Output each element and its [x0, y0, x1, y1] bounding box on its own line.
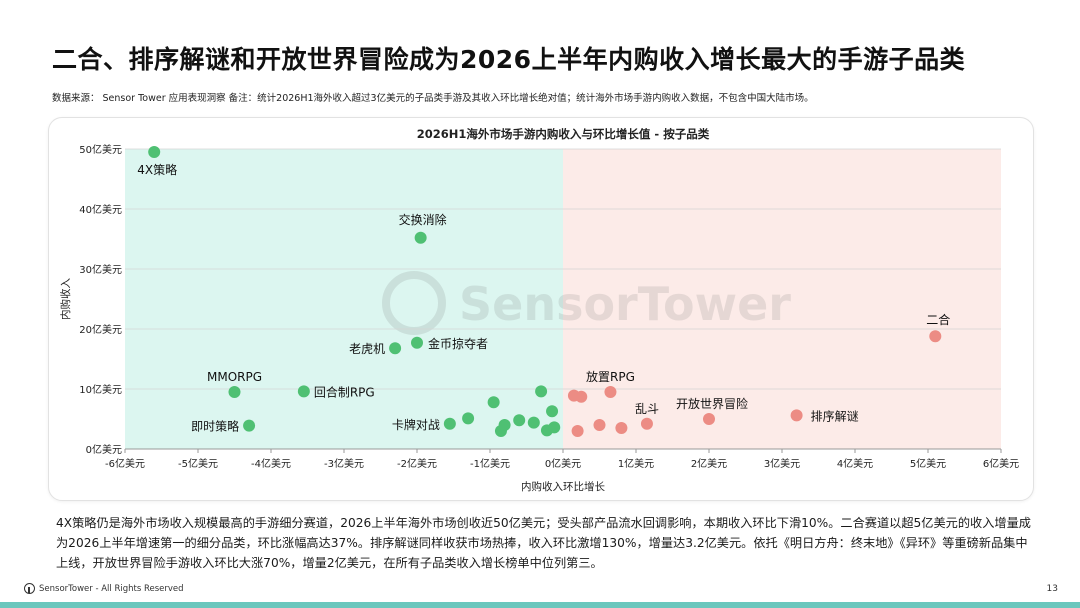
data-point — [443, 417, 456, 430]
x-tick-label: -6亿美元 — [105, 457, 145, 470]
bottom-accent-bar — [0, 602, 1080, 608]
data-label: 交换消除 — [399, 212, 447, 227]
data-point — [389, 342, 402, 355]
data-point — [615, 422, 628, 434]
data-label: 乱斗 — [635, 402, 659, 416]
x-tick-label: -1亿美元 — [470, 457, 510, 470]
x-tick-label: 4亿美元 — [837, 457, 873, 470]
data-point — [593, 419, 606, 431]
data-label: 4X策略 — [137, 162, 177, 177]
data-point — [487, 396, 500, 409]
x-axis-label: 内购收入环比增长 — [521, 480, 605, 493]
x-tick-label: -2亿美元 — [397, 457, 437, 470]
y-tick-label: 10亿美元 — [79, 383, 122, 396]
chart-title: 2026H1海外市场手游内购收入与环比增长值 - 按子品类 — [417, 127, 710, 141]
summary-text: 4X策略仍是海外市场收入规模最高的手游细分赛道，2026上半年海外市场创收近50… — [56, 516, 1031, 570]
positive-growth-region — [563, 149, 1001, 449]
data-point — [527, 416, 540, 429]
data-point — [148, 146, 161, 158]
data-label: 卡牌对战 — [392, 418, 440, 432]
data-label: 开放世界冒险 — [676, 396, 748, 411]
data-label: 放置RPG — [586, 369, 635, 384]
data-label: 即时策略 — [191, 419, 239, 434]
x-tick-label: -3亿美元 — [324, 457, 364, 470]
data-point — [243, 419, 256, 432]
page-title: 二合、排序解谜和开放世界冒险成为2026上半年内购收入增长最大的手游子品类 — [52, 45, 966, 74]
x-tick-label: -4亿美元 — [251, 457, 291, 470]
data-point — [571, 425, 584, 437]
data-label: MMORPG — [207, 370, 262, 384]
data-label: 排序解谜 — [811, 408, 859, 423]
watermark-logo-icon — [382, 271, 446, 335]
x-tick-label: 1亿美元 — [618, 457, 654, 470]
data-point — [297, 385, 310, 398]
data-label: 金币掠夺者 — [428, 336, 488, 351]
data-point — [604, 386, 617, 398]
data-point — [546, 405, 559, 418]
data-point — [411, 336, 423, 349]
watermark: SensorTower — [382, 271, 791, 335]
data-label: 二合 — [926, 312, 950, 327]
footer-brand: SensorTower - All Rights Reserved — [24, 583, 184, 594]
y-tick-label: 50亿美元 — [79, 143, 122, 156]
data-point — [640, 417, 653, 430]
data-point — [575, 390, 588, 403]
data-point — [498, 419, 511, 431]
data-point — [228, 386, 241, 398]
y-tick-label: 40亿美元 — [79, 203, 122, 216]
x-tick-label: 6亿美元 — [983, 457, 1019, 470]
y-tick-label: 0亿美元 — [86, 443, 122, 456]
page-number: 13 — [1046, 584, 1058, 594]
footer-brand-text: SensorTower - All Rights Reserved — [39, 583, 184, 594]
chart-card: SensorTower 0亿美元 10亿美元 20亿美元 30亿美元 40亿美元 50亿美元… — [48, 117, 1034, 501]
data-point — [548, 421, 561, 434]
source-note: 数据来源： Sensor Tower 应用表现洞察 备注：统计2026H1海外收… — [52, 93, 814, 104]
sensortower-logo-icon — [24, 583, 35, 594]
y-tick-label: 20亿美元 — [79, 323, 122, 336]
data-label: 老虎机 — [349, 342, 385, 356]
x-tick-label: 2亿美元 — [691, 457, 727, 470]
y-axis-label: 内购收入 — [59, 278, 72, 320]
scatter-chart: SensorTower 0亿美元 10亿美元 20亿美元 30亿美元 40亿美元 50亿美元… — [59, 127, 1019, 493]
x-tick-label: 3亿美元 — [764, 457, 800, 470]
x-tick-label: -5亿美元 — [178, 457, 218, 470]
data-point — [462, 412, 475, 425]
data-point — [535, 385, 548, 398]
x-tick-label: 0亿美元 — [545, 457, 581, 470]
watermark-text: SensorTower — [459, 277, 791, 331]
data-point — [790, 409, 803, 422]
data-point — [513, 414, 526, 427]
x-tick-label: 5亿美元 — [910, 457, 946, 470]
data-point — [929, 330, 942, 343]
data-label: 回合制RPG — [314, 384, 375, 399]
data-point — [703, 413, 715, 425]
data-point — [414, 231, 427, 244]
y-tick-label: 30亿美元 — [79, 263, 122, 276]
